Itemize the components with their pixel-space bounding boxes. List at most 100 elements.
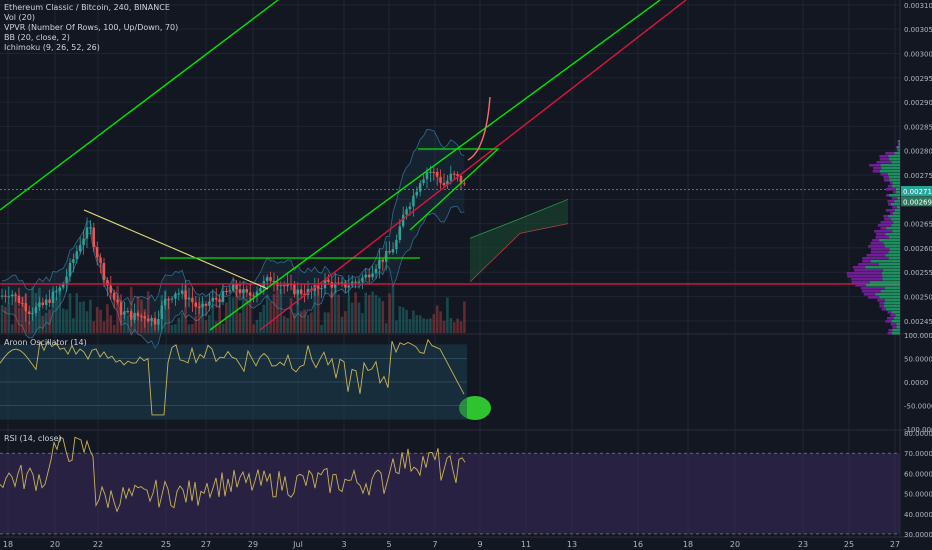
volume-bar xyxy=(95,307,99,333)
volume-bar xyxy=(299,311,303,333)
candle-body xyxy=(167,299,170,301)
vpvr-row-up xyxy=(866,284,900,287)
candle-body xyxy=(48,299,51,303)
symbol-title[interactable]: Ethereum Classic / Bitcoin, 240, BINANCE xyxy=(4,3,170,12)
candle-body xyxy=(381,259,384,262)
candle-body xyxy=(354,281,357,283)
volume-bar xyxy=(170,324,174,333)
volume-bar xyxy=(306,315,310,333)
volume-bar xyxy=(10,324,14,333)
candle-body xyxy=(228,290,231,292)
candle-body xyxy=(38,302,41,308)
vpvr-row-up xyxy=(897,197,900,200)
volume-bar xyxy=(242,289,245,333)
candle-body xyxy=(4,295,7,297)
candle-body xyxy=(422,179,425,184)
candle-body xyxy=(442,182,446,186)
candle-body xyxy=(235,283,238,290)
rsi-title[interactable]: RSI (14, close) xyxy=(4,434,62,443)
volume-bar xyxy=(126,315,130,333)
candle-body xyxy=(211,297,214,302)
x-tick-label: 22 xyxy=(93,540,103,549)
price-label-box xyxy=(901,186,932,197)
vpvr-row-up xyxy=(891,320,900,323)
volume-bar xyxy=(439,311,442,333)
aroon-title[interactable]: Aroon Oscillator (14) xyxy=(4,338,87,347)
vpvr-row-up xyxy=(875,293,900,296)
candle-body xyxy=(385,251,388,262)
vpvr-row-down xyxy=(880,221,894,224)
vpvr-row-up xyxy=(892,185,900,188)
rsi-tick-label: 70.0000 xyxy=(904,450,932,458)
vpvr-row-up xyxy=(888,155,900,158)
candle-body xyxy=(238,289,242,294)
vpvr-row-up xyxy=(898,149,900,152)
volume-bar xyxy=(371,291,374,333)
volume-bar xyxy=(456,318,459,333)
vpvr-row-down xyxy=(888,203,891,206)
volume-bar xyxy=(218,305,221,333)
volume-bar xyxy=(55,297,58,333)
x-tick-label: 9 xyxy=(477,540,482,549)
indicator-ichimoku[interactable]: Ichimoku (9, 26, 52, 26) xyxy=(4,43,100,52)
candle-body xyxy=(153,317,157,325)
candle-body xyxy=(218,299,221,302)
vpvr-row-down xyxy=(887,185,893,188)
vpvr-row-down xyxy=(892,206,897,209)
candle-body xyxy=(340,282,344,284)
candle-body xyxy=(21,303,24,305)
volume-bar xyxy=(415,314,419,333)
vpvr-row-down xyxy=(886,194,889,197)
candle-body xyxy=(150,317,153,322)
candle-body xyxy=(378,259,381,269)
volume-bar xyxy=(330,291,334,333)
x-tick-label: 16 xyxy=(633,540,643,549)
indicator-bb[interactable]: BB (20, close, 2) xyxy=(4,33,70,42)
candle-body xyxy=(174,293,177,299)
vpvr-row-up xyxy=(892,329,900,332)
candle-body xyxy=(14,294,17,296)
candle-body xyxy=(317,285,320,289)
candle-body xyxy=(279,285,282,287)
x-tick-label: 20 xyxy=(50,540,60,549)
vpvr-row-down xyxy=(873,167,882,170)
volume-bar xyxy=(78,302,82,333)
vpvr-row-up xyxy=(884,302,900,305)
volume-bar xyxy=(293,313,296,333)
x-tick-label: 20 xyxy=(730,540,740,549)
x-tick-label: 13 xyxy=(567,540,577,549)
candle-body xyxy=(147,318,150,322)
candle-body xyxy=(283,285,286,287)
volume-bar xyxy=(367,294,371,333)
volume-bar xyxy=(262,304,266,333)
x-tick-label: 25 xyxy=(161,540,171,549)
indicator-vpvr[interactable]: VPVR (Number Of Rows, 100, Up/Down, 70) xyxy=(4,23,179,32)
indicator-vol[interactable]: Vol (20) xyxy=(4,13,35,22)
volume-bar xyxy=(398,306,402,333)
vpvr-row-up xyxy=(893,221,900,224)
vpvr-row-down xyxy=(888,329,893,332)
candle-body xyxy=(330,281,333,288)
volume-bar xyxy=(187,324,191,333)
volume-bar xyxy=(357,302,361,333)
volume-bar xyxy=(180,313,184,333)
candle-body xyxy=(17,295,21,304)
candle-body xyxy=(293,284,296,295)
candle-body xyxy=(92,227,95,247)
vpvr-row-up xyxy=(891,224,900,227)
vpvr-row-down xyxy=(875,236,889,239)
vpvr-row-up xyxy=(892,182,900,185)
vpvr-row-up xyxy=(888,215,900,218)
candle-body xyxy=(364,274,367,278)
vpvr-row-down xyxy=(891,197,898,200)
candle-body xyxy=(344,282,347,288)
trend-lines[interactable] xyxy=(0,0,900,420)
rsi-band xyxy=(0,453,900,534)
volume-bar xyxy=(174,324,177,333)
x-tick-label: 27 xyxy=(890,540,900,549)
vpvr-row-up xyxy=(896,146,900,149)
